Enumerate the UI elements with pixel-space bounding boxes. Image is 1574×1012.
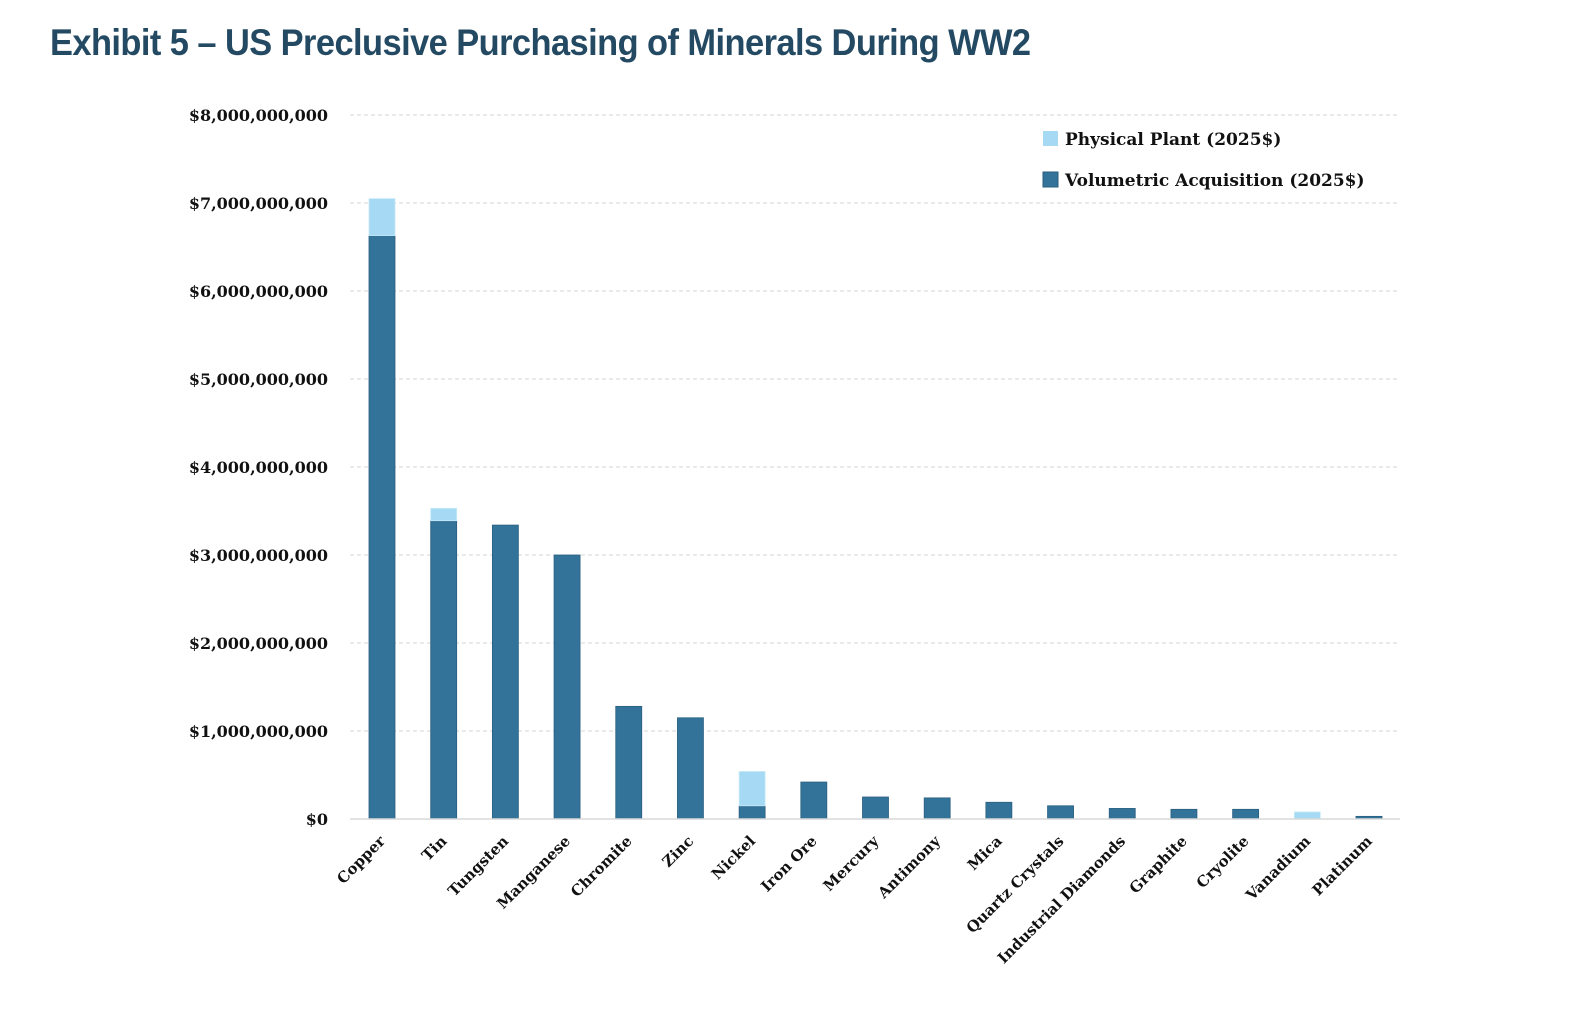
- y-tick-label: $7,000,000,000: [189, 194, 328, 213]
- bar-physical-vanadium: [1293, 811, 1321, 820]
- bars: [368, 198, 1383, 820]
- x-tick-label-iron-ore: Iron Ore: [757, 832, 820, 895]
- bar-physical-tin: [430, 507, 458, 522]
- chart-title: Exhibit 5 – US Preclusive Purchasing of …: [50, 22, 1031, 63]
- y-tick-label: $4,000,000,000: [189, 458, 328, 477]
- x-tick-label-nickel: Nickel: [708, 832, 759, 883]
- bar-volumetric-industrial-diamonds: [1108, 808, 1136, 820]
- x-tick-label-mercury: Mercury: [820, 831, 884, 895]
- bar-physical-nickel: [738, 771, 766, 807]
- y-tick-label: $3,000,000,000: [189, 546, 328, 565]
- x-tick-label-chromite: Chromite: [567, 832, 635, 900]
- bar-volumetric-chromite: [615, 705, 643, 820]
- bar-volumetric-zinc: [677, 717, 704, 820]
- y-tick-label: $5,000,000,000: [189, 370, 328, 389]
- bar-volumetric-quartz-crystals: [1047, 805, 1074, 820]
- gridlines: [350, 114, 1400, 732]
- bar-volumetric-mica: [985, 801, 1013, 820]
- legend-label-volumetric-acquisition: Volumetric Acquisition (2025$): [1064, 171, 1365, 191]
- x-tick-label-cryolite: Cryolite: [1193, 832, 1253, 892]
- bar-volumetric-copper: [368, 235, 396, 820]
- bar-volumetric-cryolite: [1232, 808, 1260, 820]
- x-tick-label-tin: Tin: [418, 832, 450, 864]
- x-tick-label-mica: Mica: [964, 832, 1006, 874]
- bar-volumetric-mercury: [862, 796, 889, 820]
- legend-label-physical-plant: Physical Plant (2025$): [1065, 130, 1281, 150]
- bar-volumetric-antimony: [923, 797, 951, 820]
- y-tick-label: $1,000,000,000: [189, 722, 328, 741]
- y-tick-label: $8,000,000,000: [189, 106, 328, 125]
- bar-volumetric-tungsten: [491, 524, 519, 820]
- bar-volumetric-tin: [430, 520, 458, 820]
- x-tick-label-tungsten: Tungsten: [444, 832, 512, 900]
- legend: Physical Plant (2025$) Volumetric Acquis…: [1042, 130, 1365, 191]
- bar-volumetric-manganese: [553, 554, 581, 820]
- legend-swatch-physical-plant: [1043, 131, 1058, 146]
- x-tick-label-vanadium: Vanadium: [1242, 832, 1315, 905]
- bar-volumetric-graphite: [1170, 808, 1198, 820]
- bar-volumetric-nickel: [738, 805, 766, 820]
- x-tick-label-industrial-diamonds: Industrial Diamonds: [994, 832, 1129, 967]
- y-tick-label: $0: [306, 810, 328, 829]
- x-tick-label-antimony: Antimony: [874, 831, 945, 902]
- x-tick-label-graphite: Graphite: [1126, 832, 1191, 897]
- legend-swatch-volumetric-acquisition: [1042, 171, 1059, 188]
- y-axis-ticks: $0 $1,000,000,000 $2,000,000,000 $3,000,000…: [189, 106, 328, 829]
- y-tick-label: $2,000,000,000: [189, 634, 328, 653]
- bar-volumetric-iron-ore: [800, 781, 828, 820]
- bar-physical-copper: [368, 198, 396, 236]
- x-tick-label-copper: Copper: [333, 831, 389, 887]
- x-tick-label-platinum: Platinum: [1309, 832, 1376, 899]
- y-tick-label: $6,000,000,000: [189, 282, 328, 301]
- x-tick-label-zinc: Zinc: [659, 832, 698, 871]
